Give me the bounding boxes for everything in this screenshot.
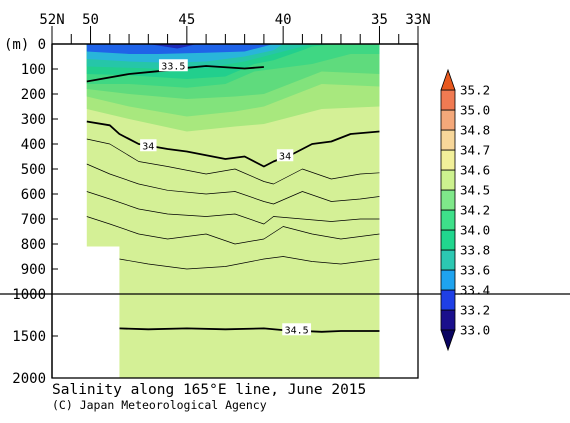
contour-34	[86, 120, 380, 168]
contour-label: 34	[140, 139, 157, 152]
contour-34-4	[86, 216, 380, 245]
contour-label-text: 34.5	[285, 325, 309, 336]
contour-label-text: 33.5	[161, 61, 185, 72]
y-tick-label: 0	[38, 37, 46, 53]
chart-credit: (C) Japan Meteorological Agency	[52, 398, 267, 412]
colorbar-cell	[440, 289, 456, 311]
y-tick-label: 600	[21, 187, 46, 203]
colorbar-label: 34.8	[460, 123, 490, 138]
colorbar-cell	[440, 169, 456, 191]
contour-34-35	[86, 191, 380, 225]
y-tick-label: 100	[21, 62, 46, 78]
colorbar-label: 33.8	[460, 243, 490, 258]
y-tick-label: 800	[21, 237, 46, 253]
colorbar-cell	[440, 249, 456, 271]
y-axis-unit: (m)	[4, 37, 29, 53]
contour-34-45	[119, 256, 380, 270]
x-axis: 52N 50 45 40 35 33N	[39, 12, 431, 45]
colorbar-cell	[440, 209, 456, 231]
colorbar-label: 33.2	[460, 303, 490, 318]
y-tick-label: 400	[21, 137, 46, 153]
y-axis: (m) 0 100 200 300 400 500 600 700 800 900 1000 1500…	[4, 37, 58, 387]
colorbar-label: 34.6	[460, 163, 490, 178]
contour-label-bg	[276, 149, 294, 162]
y-tick-label: 700	[21, 212, 46, 228]
colorbar-label: 33.6	[460, 263, 490, 278]
colorbar-cell	[440, 129, 456, 151]
contour-34-2	[86, 138, 380, 185]
colorbar-cell	[440, 189, 456, 211]
x-tick-label: 33N	[405, 12, 430, 28]
y-tick-label: 900	[21, 262, 46, 278]
fill-layer-9	[86, 44, 197, 49]
contour-label: 33.5	[158, 59, 188, 72]
contour-label-bg	[158, 59, 188, 72]
x-tick-label: 50	[82, 12, 99, 28]
y-tick-label: 1000	[12, 287, 46, 303]
colorbar-label: 33.0	[460, 323, 490, 338]
colorbar-cell	[440, 149, 456, 171]
colorbar-label: 35.2	[460, 83, 490, 98]
colorbar-cell	[440, 109, 456, 131]
colorbar-cell	[440, 229, 456, 251]
colorbar-cell	[440, 89, 456, 111]
colorbar-label: 34.0	[460, 223, 490, 238]
colorbar-label: 33.4	[460, 283, 490, 298]
colorbar-label: 34.5	[460, 183, 490, 198]
contour-label-bg	[140, 139, 157, 152]
x-tick-label: 40	[275, 12, 292, 28]
y-tick-label: 500	[21, 162, 46, 178]
x-tick-label: 52N	[39, 12, 64, 28]
contour-label-bg	[282, 323, 312, 336]
colorbar: 33.0 33.2 33.4 33.6 33.8 34.0 34.2 34.5 34.6 34.7…	[440, 68, 490, 352]
colorbar-max-triangle	[440, 68, 456, 91]
contour-labels: 33.5 34 34 34.5	[140, 59, 312, 336]
colorbar-label: 34.7	[460, 143, 490, 158]
colorbar-cell	[440, 269, 456, 291]
contour-34-3	[86, 163, 380, 205]
fill-layer-8	[86, 44, 274, 54]
plot-area: 33.5 34 34 34.5	[0, 43, 570, 379]
contour-label: 34.5	[282, 323, 312, 336]
contour-label-text: 34	[279, 151, 291, 162]
contour-label: 34	[276, 149, 294, 162]
x-tick-label: 35	[371, 12, 388, 28]
y-tick-label: 300	[21, 112, 46, 128]
colorbar-min-triangle	[440, 329, 456, 352]
y-tick-label: 2000	[12, 371, 46, 387]
colorbar-cell	[440, 309, 456, 331]
chart-title: Salinity along 165°E line, June 2015	[52, 382, 366, 398]
colorbar-label: 35.0	[460, 103, 490, 118]
colorbar-label: 34.2	[460, 203, 490, 218]
y-tick-label: 1500	[12, 329, 46, 345]
x-tick-label: 45	[178, 12, 195, 28]
contour-label-text: 34	[142, 141, 154, 152]
y-tick-label: 200	[21, 87, 46, 103]
contour-34-5	[119, 327, 380, 333]
